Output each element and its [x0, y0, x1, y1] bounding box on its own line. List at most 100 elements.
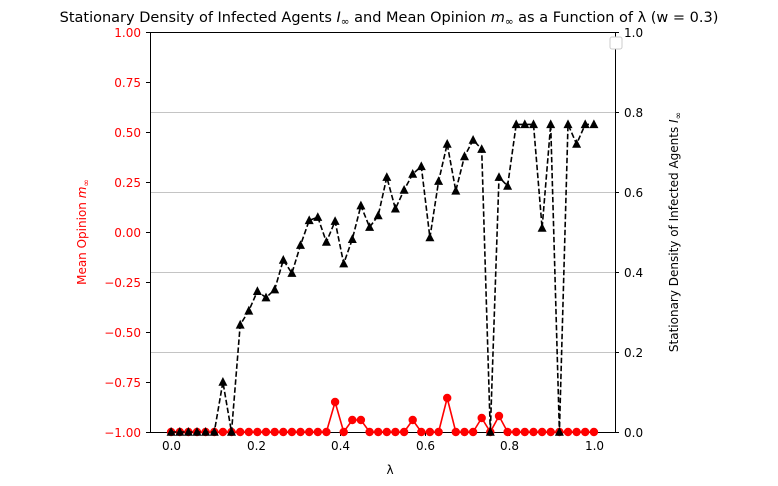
data-point [408, 415, 417, 425]
left-tick-label: 0.00 [114, 226, 141, 240]
data-point [313, 427, 322, 437]
data-point [554, 427, 564, 436]
data-point [321, 237, 331, 246]
data-point [278, 255, 288, 264]
legend-box [609, 36, 623, 50]
chart-title: Stationary Density of Infected Agents I∞… [60, 10, 719, 28]
data-point [330, 397, 340, 407]
data-point [416, 161, 426, 171]
data-point [356, 415, 366, 425]
data-point [373, 210, 383, 220]
data-point [365, 427, 374, 437]
data-point [477, 144, 487, 153]
data-point [468, 135, 478, 144]
left-tick-label: 1.00 [114, 26, 141, 40]
data-point [270, 427, 279, 437]
data-point [443, 393, 452, 403]
data-point [236, 427, 245, 437]
data-point [503, 181, 513, 190]
data-point [209, 427, 219, 436]
left-tick-label: 0.50 [114, 126, 141, 140]
right-axis-label-subscript: ∞ [674, 112, 684, 120]
data-point [581, 427, 590, 437]
right-tick-label: 0.2 [624, 346, 643, 360]
data-point [339, 427, 348, 437]
x-tick-label: 0.2 [247, 439, 266, 453]
data-point [442, 139, 452, 148]
data-point [537, 427, 547, 437]
data-point [425, 232, 435, 242]
data-point [391, 427, 400, 437]
data-point [235, 319, 245, 329]
data-point [408, 169, 418, 178]
series-layer [166, 119, 599, 437]
data-point [252, 286, 262, 295]
title-symbol-m: m [491, 10, 505, 26]
data-point [520, 427, 529, 437]
data-point [563, 427, 573, 437]
data-point [546, 427, 555, 437]
data-point [434, 176, 444, 185]
x-tick-label: 0.4 [331, 439, 350, 453]
data-point [382, 427, 391, 437]
data-point [201, 427, 211, 436]
data-point [451, 427, 460, 437]
title-subscript-2: ∞ [505, 16, 514, 28]
title-part-after: as a Function of λ (w = 0.3) [514, 10, 719, 26]
right-tick-label: 0.0 [624, 426, 643, 440]
data-point [485, 427, 495, 436]
right-tick-label: 0.4 [624, 266, 643, 280]
data-point [261, 292, 271, 302]
left-axis-ticks: 1.00 0.75 0.50 0.25 0.00 −0.25 −0.50 −0.75 −1.00 [104, 26, 150, 440]
data-point [477, 413, 486, 423]
data-point [348, 415, 357, 425]
data-point [399, 185, 409, 194]
data-point [399, 427, 409, 437]
plot-frame [150, 32, 616, 433]
data-point [468, 427, 478, 437]
data-point [287, 268, 297, 277]
data-point [365, 222, 375, 231]
title-symbol-i: I [337, 10, 341, 26]
data-point [296, 240, 305, 249]
left-tick-label: −0.50 [104, 326, 141, 340]
data-point [218, 427, 228, 437]
data-point [572, 427, 581, 437]
data-point [270, 284, 280, 294]
data-point [218, 377, 228, 386]
data-point [244, 427, 253, 437]
right-tick-label: 1.0 [624, 26, 643, 40]
data-point [183, 427, 193, 436]
series-line [171, 123, 594, 433]
data-point [563, 119, 573, 129]
x-tick-label: 1.0 [585, 439, 604, 453]
data-point [304, 215, 314, 225]
left-tick-label: −0.75 [104, 376, 141, 390]
series-line [171, 397, 594, 434]
data-point [287, 427, 297, 437]
right-axis-ticks: 1.0 0.8 0.6 0.4 0.2 0.0 [615, 26, 643, 440]
right-axis-label: Stationary Density of Infected Agents I∞ [667, 112, 684, 352]
left-axis-label-symbol: m [75, 187, 89, 199]
data-point [511, 119, 521, 129]
x-tick-label: 0.0 [162, 439, 181, 453]
data-point [296, 427, 305, 437]
data-point [512, 427, 521, 437]
data-point [356, 200, 366, 210]
data-point [589, 427, 599, 437]
data-point [175, 427, 185, 436]
data-point [503, 427, 512, 437]
left-tick-label: −0.25 [104, 276, 141, 290]
data-point [529, 119, 538, 129]
left-axis-label-text: Mean Opinion [75, 198, 89, 285]
data-point [460, 151, 469, 161]
data-point [460, 427, 469, 437]
right-axis-label-symbol: I [667, 119, 681, 123]
data-point [572, 139, 582, 148]
data-point [227, 427, 236, 436]
left-axis-label-subscript: ∞ [82, 179, 92, 187]
x-tick-label: 0.6 [416, 439, 435, 453]
data-point [347, 234, 357, 243]
data-point [589, 119, 599, 129]
x-axis-label: λ [386, 463, 393, 477]
